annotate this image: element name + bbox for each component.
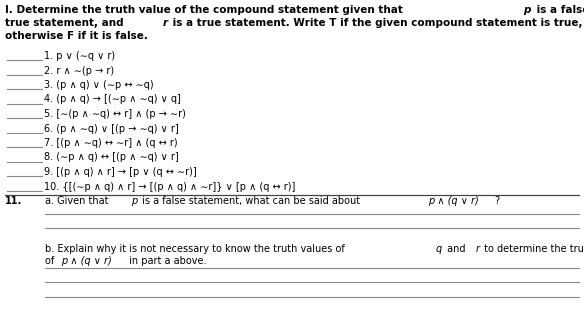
Text: is a false statement, what can be said about: is a false statement, what can be said a…: [139, 196, 363, 206]
Text: r: r: [163, 18, 168, 28]
Text: 5. [∼(p ∧ ∼q) ↔ r] ∧ (p → ∼r): 5. [∼(p ∧ ∼q) ↔ r] ∧ (p → ∼r): [44, 109, 186, 119]
Text: is a true statement. Write T if the given compound statement is true,: is a true statement. Write T if the give…: [169, 18, 583, 28]
Text: p ∧ (q ∨ r): p ∧ (q ∨ r): [429, 196, 479, 206]
Text: 2. r ∧ ∼(p → r): 2. r ∧ ∼(p → r): [44, 66, 114, 75]
Text: r: r: [475, 244, 479, 255]
Text: 8. (∼p ∧ q) ↔ [(p ∧ ∼q) ∨ r]: 8. (∼p ∧ q) ↔ [(p ∧ ∼q) ∨ r]: [44, 153, 179, 162]
Text: in part a above.: in part a above.: [127, 256, 207, 266]
Text: is a false statement,: is a false statement,: [533, 5, 584, 15]
Text: to determine the truth value: to determine the truth value: [481, 244, 584, 255]
Text: 3. (p ∧ q) ∨ (∼p ↔ ∼q): 3. (p ∧ q) ∨ (∼p ↔ ∼q): [44, 80, 154, 90]
Text: and: and: [444, 244, 468, 255]
Text: q: q: [436, 244, 442, 255]
Text: true statement, and: true statement, and: [5, 18, 127, 28]
Text: 6. (p ∧ ∼q) ∨ [(p → ∼q) ∨ r]: 6. (p ∧ ∼q) ∨ [(p → ∼q) ∨ r]: [44, 124, 179, 133]
Text: 10. {[(∼p ∧ q) ∧ r] → [(p ∧ q) ∧ ∼r]} ∨ [p ∧ (q ↔ r)]: 10. {[(∼p ∧ q) ∧ r] → [(p ∧ q) ∧ ∼r]} ∨ …: [44, 181, 296, 192]
Text: 9. [(p ∧ q) ∧ r] → [p ∨ (q ↔ ∼r)]: 9. [(p ∧ q) ∧ r] → [p ∨ (q ↔ ∼r)]: [44, 167, 197, 177]
Text: p: p: [523, 5, 530, 15]
Text: 11.: 11.: [5, 196, 22, 206]
Text: b. Explain why it is not necessary to know the truth values of: b. Explain why it is not necessary to kn…: [45, 244, 348, 255]
Text: otherwise F if it is false.: otherwise F if it is false.: [5, 31, 148, 41]
Text: I. Determine the truth value of the compound statement given that: I. Determine the truth value of the comp…: [5, 5, 406, 15]
Text: 4. (p ∧ q) → [(∼p ∧ ∼q) ∨ q]: 4. (p ∧ q) → [(∼p ∧ ∼q) ∨ q]: [44, 94, 181, 105]
Text: 7. [(p ∧ ∼q) ↔ ∼r] ∧ (q ↔ r): 7. [(p ∧ ∼q) ↔ ∼r] ∧ (q ↔ r): [44, 138, 178, 148]
Text: ?: ?: [494, 196, 499, 206]
Text: a. Given that: a. Given that: [45, 196, 112, 206]
Text: p ∧ (q ∨ r): p ∧ (q ∨ r): [61, 256, 112, 266]
Text: p: p: [131, 196, 137, 206]
Text: 1. p ∨ (∼q ∨ r): 1. p ∨ (∼q ∨ r): [44, 51, 115, 61]
Text: of: of: [45, 256, 57, 266]
